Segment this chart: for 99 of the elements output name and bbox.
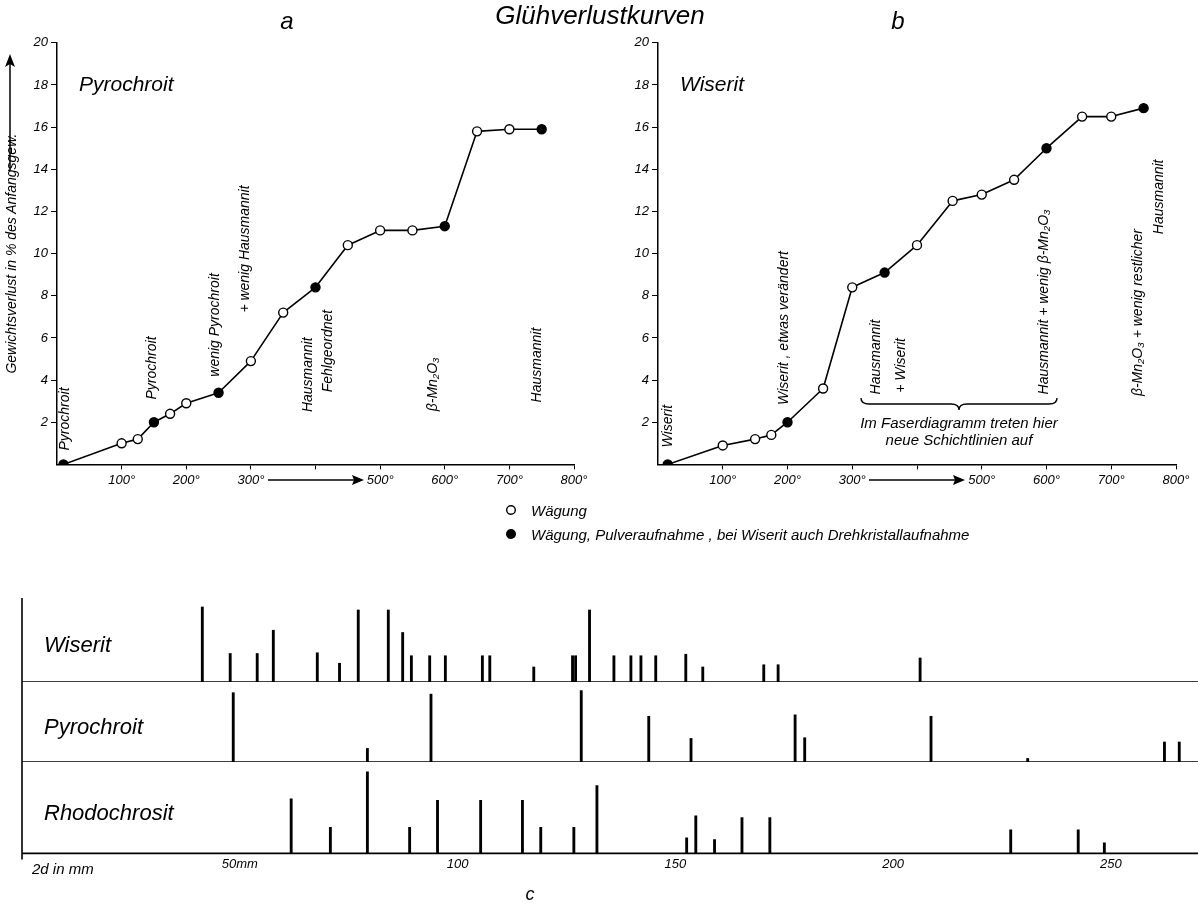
y-tick-label: 6 bbox=[641, 329, 650, 345]
y-tick-label: 10 bbox=[33, 245, 49, 261]
point bbox=[439, 221, 450, 232]
y-tick-label: 12 bbox=[33, 203, 49, 219]
text: Wiserit bbox=[44, 632, 112, 658]
x-tick-label: 50mm bbox=[221, 855, 258, 871]
x-tick-label: 300° bbox=[237, 471, 265, 487]
x-tick-label: 600° bbox=[1033, 471, 1060, 487]
legend-label: Wägung, Pulveraufnahme , bei Wiserit auch Drehkristallaufnahme bbox=[531, 525, 970, 543]
point bbox=[342, 239, 354, 251]
point bbox=[911, 239, 923, 251]
y-tick-label: 14 bbox=[33, 160, 48, 176]
point bbox=[782, 417, 793, 428]
annotation: Pyrochroit bbox=[143, 335, 160, 400]
y-tick-label: 16 bbox=[33, 118, 49, 134]
annotation: β-Mn₂O₃ bbox=[423, 356, 440, 413]
y-tick-label: 10 bbox=[634, 245, 650, 261]
point bbox=[879, 267, 890, 278]
point bbox=[148, 417, 160, 428]
annotation: Fehlgeordnet bbox=[318, 308, 335, 393]
point bbox=[717, 440, 728, 451]
y-tick-label: 18 bbox=[634, 76, 650, 92]
annotation: Hausmannit bbox=[867, 318, 884, 395]
point bbox=[536, 124, 547, 135]
y-tick-label: 20 bbox=[633, 34, 650, 50]
annotation: Pyrochroit bbox=[55, 386, 72, 451]
point bbox=[749, 433, 761, 445]
legend-label: Wägung bbox=[531, 501, 587, 519]
y-tick-label: 12 bbox=[634, 203, 650, 219]
annotation: wenig Pyrochroit bbox=[206, 272, 223, 377]
point bbox=[947, 195, 958, 207]
text: Glühverlustkurven bbox=[494, 0, 706, 31]
point bbox=[213, 387, 224, 398]
x-tick-label: 800° bbox=[1162, 471, 1190, 487]
y-tick-label: 8 bbox=[641, 287, 650, 303]
y-tick-label: 2 bbox=[640, 413, 650, 429]
chart-title: a bbox=[280, 7, 294, 35]
text: Wiserit bbox=[680, 71, 746, 95]
annotation: + wenig Hausmannit bbox=[235, 184, 252, 313]
x-tick-label: 500° bbox=[366, 471, 394, 487]
point bbox=[245, 355, 257, 367]
text: Pyrochroit bbox=[44, 714, 144, 740]
y-tick-label: 20 bbox=[32, 34, 49, 50]
y-tick-label: 18 bbox=[33, 76, 49, 92]
y-tick-label: 6 bbox=[40, 329, 49, 345]
point bbox=[277, 307, 289, 318]
point bbox=[310, 282, 321, 293]
y-tick-label: 14 bbox=[634, 160, 649, 176]
point bbox=[1076, 111, 1088, 122]
x-tick-label: 500° bbox=[968, 471, 996, 487]
point bbox=[1138, 102, 1149, 114]
x-tick-label: 800° bbox=[560, 471, 588, 487]
x-tick-label: 200 bbox=[881, 855, 905, 871]
x-tick-label: 300° bbox=[838, 471, 866, 487]
point bbox=[471, 126, 483, 137]
point bbox=[374, 225, 386, 236]
text: Rhodochrosit bbox=[44, 799, 175, 825]
text: Pyrochroit bbox=[79, 71, 175, 95]
y-tick-label: 16 bbox=[634, 118, 650, 134]
point bbox=[407, 225, 418, 236]
y-axis-title: Gewichtsverlust in % des Anfangsgew. bbox=[3, 133, 20, 374]
annotation: Hausmannit bbox=[298, 336, 315, 413]
annotation: Hausmannit bbox=[1150, 158, 1167, 235]
x-tick-label: 100° bbox=[108, 471, 136, 487]
point bbox=[181, 398, 192, 409]
x-tick-label: 100 bbox=[446, 855, 470, 871]
y-tick-label: 2 bbox=[39, 413, 49, 429]
x-tick-label: 700° bbox=[495, 471, 523, 487]
point bbox=[766, 429, 777, 441]
y-tick-label: 8 bbox=[40, 287, 49, 303]
point bbox=[1041, 143, 1052, 154]
point bbox=[1106, 111, 1117, 122]
point bbox=[976, 189, 987, 200]
x-tick-label: 150 bbox=[664, 855, 687, 871]
x-tick-label: 200° bbox=[171, 471, 200, 487]
point bbox=[1008, 174, 1020, 186]
annotation: Wiserit bbox=[659, 403, 676, 448]
annotation: Hausmannit + wenig β-Mn₂O₃ bbox=[1034, 208, 1051, 395]
annotation: β-Mn₂O₃ + wenig restlicher bbox=[1129, 227, 1146, 398]
point bbox=[504, 124, 515, 135]
chart-title: b bbox=[891, 7, 905, 35]
point bbox=[132, 433, 143, 445]
text: c bbox=[524, 884, 536, 905]
point bbox=[847, 282, 858, 293]
annotation: Wiserit , etwas verändert bbox=[774, 249, 791, 405]
annotation: Hausmannit bbox=[527, 326, 544, 403]
x-tick-label: 600° bbox=[431, 471, 459, 487]
x-tick-label: 700° bbox=[1097, 471, 1125, 487]
point bbox=[817, 383, 829, 394]
annotation: Im Faserdiagramm treten hier neue Schichtlinien auf bbox=[859, 414, 1059, 448]
point bbox=[116, 438, 127, 449]
x-tick-label: 100° bbox=[709, 471, 737, 487]
x-axis-title: 2d in mm bbox=[31, 860, 94, 878]
y-tick-label: 4 bbox=[641, 371, 649, 387]
point bbox=[164, 408, 176, 420]
y-tick-label: 4 bbox=[40, 371, 48, 387]
x-tick-label: 250 bbox=[1099, 855, 1123, 871]
annotation: + Wiserit bbox=[892, 336, 909, 393]
x-tick-label: 200° bbox=[773, 471, 801, 487]
